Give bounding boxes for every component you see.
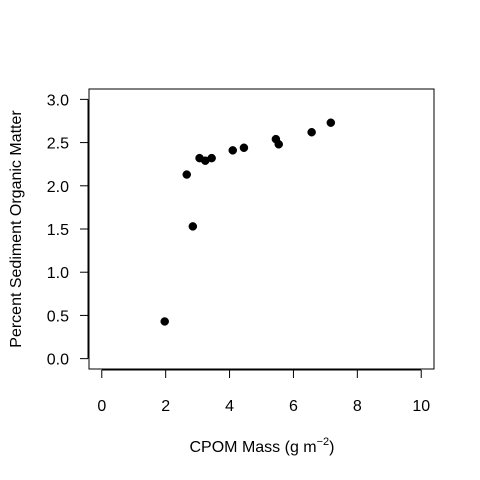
- x-axis-title: CPOM Mass (g m−2): [190, 436, 335, 456]
- y-tick-label: 1.5: [47, 222, 69, 239]
- data-point: [182, 170, 191, 179]
- y-tick-label: 1.0: [47, 265, 69, 282]
- data-point: [274, 140, 283, 149]
- plot-area-frame: [88, 88, 435, 370]
- y-tick-label: 2.5: [47, 136, 69, 153]
- data-points: [160, 118, 336, 326]
- y-tick-label: 0.5: [47, 308, 69, 325]
- x-tick-label: 4: [225, 398, 234, 415]
- data-point: [207, 153, 216, 163]
- data-point: [160, 317, 169, 326]
- x-tick-label: 6: [289, 398, 298, 415]
- x-axis-title-superscript: −2: [317, 436, 330, 448]
- data-point: [239, 143, 249, 153]
- data-point: [188, 222, 198, 231]
- x-tick-label: 10: [412, 398, 430, 415]
- x-axis-title-main: CPOM Mass (g m: [190, 439, 317, 456]
- y-axis: 0.0 0.5 1.0 1.5 2.0 2.5 3.0: [47, 92, 89, 369]
- data-point: [326, 118, 336, 127]
- x-tick-label: 2: [161, 398, 170, 415]
- data-point: [228, 146, 237, 155]
- y-tick-label: 3.0: [47, 92, 69, 109]
- x-axis-title-suffix: ): [329, 439, 334, 456]
- y-tick-label: 2.0: [47, 179, 69, 196]
- y-axis-title: Percent Sediment Organic Matter: [8, 110, 25, 348]
- y-tick-label: 0.0: [47, 352, 69, 369]
- x-axis: 0 2 4 6 8 10: [97, 369, 430, 415]
- x-tick-label: 8: [353, 398, 362, 415]
- x-tick-label: 0: [97, 398, 106, 415]
- data-point: [307, 127, 316, 137]
